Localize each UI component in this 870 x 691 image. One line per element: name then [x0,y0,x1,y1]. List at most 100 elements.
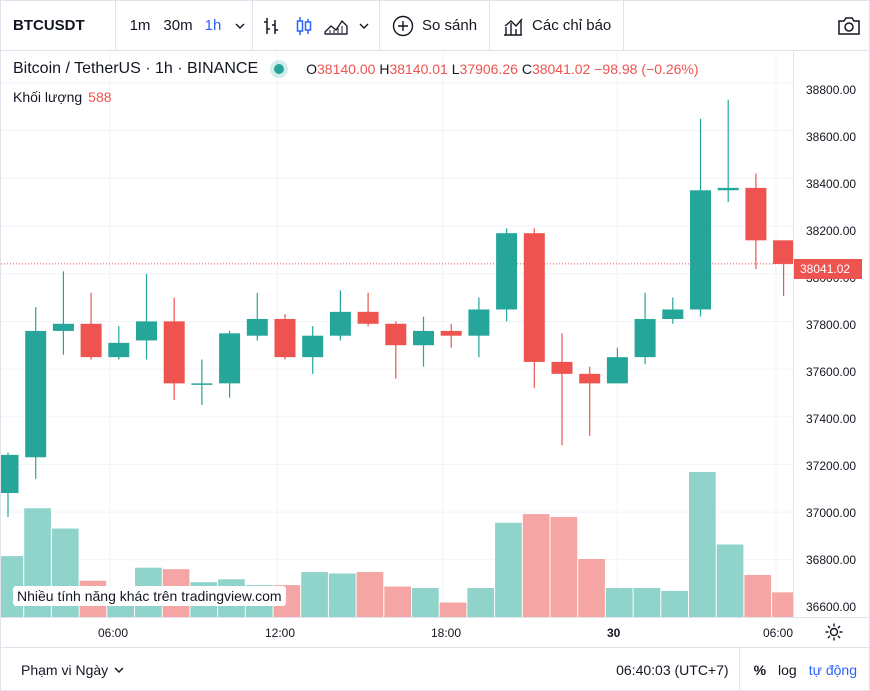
volume-bar [633,588,661,617]
candle-body [468,309,490,336]
candle-body [717,187,739,191]
time-tick: 06:00 [763,626,794,640]
toolbar-divider [252,0,253,51]
interval-dropdown-icon[interactable] [228,1,252,51]
candle-body [606,357,628,384]
toolbar-divider [623,0,625,51]
price-tick: 38600.00 [806,130,857,144]
indicators-icon [504,18,523,36]
indicators-button[interactable]: Các chỉ báo [490,1,623,51]
volume-bar [578,559,605,617]
candle-body [136,321,157,341]
candle-body [413,330,434,346]
volume-bar [467,588,495,617]
price-tick: 37800.00 [806,318,857,332]
indicators-label: Các chỉ báo [532,17,612,34]
candle-body [385,323,407,346]
close-label: C [521,61,532,77]
candle-body [690,190,711,310]
volume-bar [744,574,772,617]
volume-value: 588 [88,89,112,105]
toolbar-divider [489,0,491,51]
interval-30m[interactable]: 30m [163,17,193,34]
interval-1h[interactable]: 1h [204,17,222,34]
auto-scale-toggle[interactable]: tự động [808,661,857,678]
volume-legend: Khối lượng 588 [13,89,112,105]
settings-gear-icon[interactable] [824,622,844,647]
area-chart-type-icon[interactable] [319,1,353,51]
candle-body [0,454,19,494]
candle-body [163,321,185,384]
bottom-bar: Phạm vi Ngày 06:40:03 (UTC+7) % log tự đ… [1,647,869,691]
volume-bar [301,572,328,617]
candle-body [551,361,573,374]
close-value: 38041.02 [531,61,591,77]
price-tick: 37400.00 [806,412,857,426]
candle-body [246,319,268,336]
volume-bar [328,573,356,617]
candle-body [662,309,684,320]
open-value: 38140.00 [317,61,376,77]
volume-bar [716,544,744,617]
candle-body [80,323,102,358]
volume-bar [689,472,716,617]
chevron-down-icon [114,667,124,673]
percent-scale-toggle[interactable]: % [753,661,767,678]
time-tick: 12:00 [265,626,296,640]
volume-bar [412,588,439,617]
change-value: −98.98 (−0.26%) [594,61,699,77]
open-label: O [306,61,318,77]
candle-body [52,323,74,331]
high-label: H [379,61,390,77]
camera-icon[interactable] [829,1,869,51]
chart-pane[interactable]: Bitcoin / TetherUS · 1h · BINANCE O38140… [0,52,799,617]
price-tick: 38400.00 [806,177,857,191]
candle-body [773,240,795,264]
price-tick: 36800.00 [806,553,857,567]
time-tick: 18:00 [431,626,462,640]
interval-1m[interactable]: 1m [129,17,151,34]
bars-chart-type-icon[interactable] [253,1,289,51]
candle-body [745,187,767,241]
last-price-tag: 38041.02 [794,259,862,279]
time-tick: 30 [607,626,621,640]
candles-chart-type-icon[interactable] [289,1,319,51]
candle-body [25,330,47,458]
price-tick: 37200.00 [806,459,857,473]
candle-body [329,311,351,336]
market-open-status-icon [274,64,285,74]
price-axis[interactable]: 38800.00 38600.00 38400.00 38200.00 3800… [793,52,870,617]
toolbar-divider [379,0,380,51]
clock-display[interactable]: 06:40:03 (UTC+7) [616,661,729,678]
log-scale-toggle[interactable]: log [778,661,797,678]
chart-type-dropdown-icon[interactable] [353,1,375,51]
volume-bar [439,602,467,617]
toolbar: BTCUSDT 1m 30m 1h So sánh Các chỉ báo [1,0,869,51]
time-axis[interactable]: 06:00 12:00 18:00 30 06:00 [1,617,869,647]
volume-bar [772,592,799,617]
candle-body [357,311,379,324]
candle-body [634,319,656,358]
low-value: 37906.26 [459,61,518,77]
date-range-selector[interactable]: Phạm vi Ngày [21,662,124,678]
bottom-divider [738,647,740,691]
candle-body [302,335,324,358]
add-circle-icon [392,15,414,36]
price-tick: 38200.00 [806,224,857,238]
candlestick-chart [0,52,799,617]
time-tick: 06:00 [98,626,129,640]
compare-button[interactable]: So sánh [380,1,489,51]
ohlc-values: O38140.00 H38140.01 L37906.26 C38041.02 … [306,61,698,77]
symbol-search[interactable]: BTCUSDT [1,0,116,51]
compare-label: So sánh [422,17,478,34]
series-legend: Bitcoin / TetherUS · 1h · BINANCE O38140… [13,60,699,78]
volume-bar [356,572,384,617]
price-tick: 37000.00 [806,506,857,520]
price-tick: 36600.00 [806,600,857,614]
volume-label: Khối lượng [13,89,83,105]
candle-body [274,319,296,358]
candle-body [579,373,601,384]
promo-link[interactable]: Nhiều tính năng khác trên tradingview.co… [13,586,286,606]
candle-body [523,233,545,362]
volume-bar [605,588,633,617]
